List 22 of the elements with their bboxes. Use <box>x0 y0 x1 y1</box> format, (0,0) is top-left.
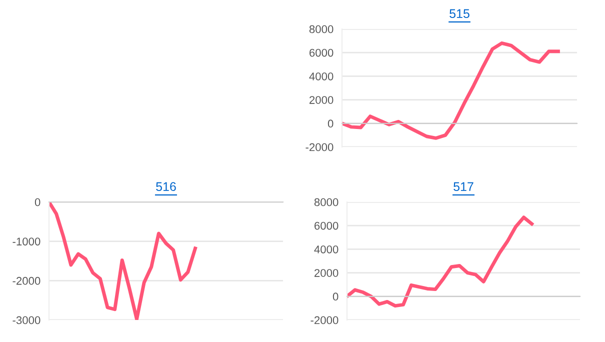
y-tick-label: 4000 <box>309 72 334 80</box>
y-tick-label: 6000 <box>314 222 338 230</box>
line-series <box>49 202 197 320</box>
line-series <box>342 41 560 140</box>
y-tick-label: 8000 <box>314 198 338 206</box>
y-tick-label: 6000 <box>310 48 334 57</box>
y-tick-label: 2000 <box>314 269 338 277</box>
y-tick-label: 0 <box>34 198 40 206</box>
y-tick-label: -2000 <box>310 316 338 324</box>
y-tick-label: 4000 <box>314 245 338 254</box>
y-tick-label: -2000 <box>306 143 334 152</box>
y-tick-label: -1000 <box>12 238 40 246</box>
y-tick-label: 0 <box>328 120 334 128</box>
y-tick-label: -2000 <box>12 276 40 285</box>
y-tick-label: -3000 <box>12 316 40 324</box>
y-tick-label: 0 <box>332 292 338 301</box>
chart-title: 517 <box>454 182 474 192</box>
chart-title: 516 <box>156 182 176 192</box>
y-tick-label: 8000 <box>309 25 334 34</box>
chart-title: 515 <box>450 9 470 18</box>
y-tick-label: 2000 <box>310 96 334 104</box>
line-series <box>347 216 534 308</box>
